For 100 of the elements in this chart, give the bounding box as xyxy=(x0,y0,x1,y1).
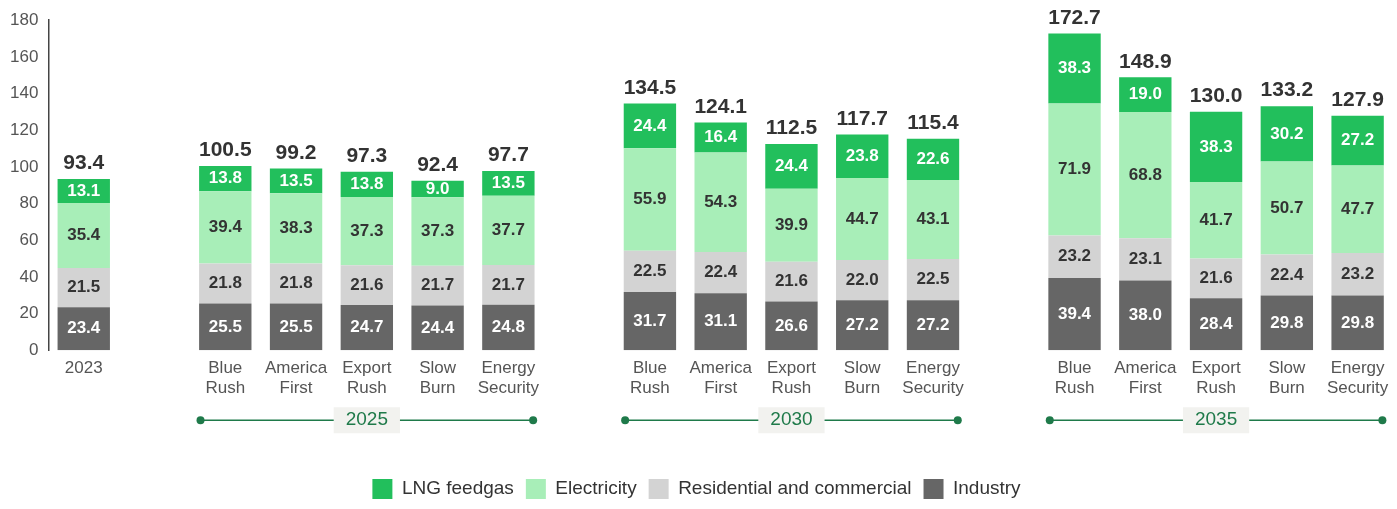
y-tick-label: 20 xyxy=(19,303,39,323)
y-tick-label: 160 xyxy=(9,46,39,66)
bar xyxy=(1048,235,1101,278)
data-label: 38.3 xyxy=(1057,58,1092,78)
text: 2035 xyxy=(1194,408,1238,430)
data-label: 29.8 xyxy=(1341,312,1375,332)
data-label: 37.3 xyxy=(421,221,455,241)
data-label: 38.0 xyxy=(1128,305,1162,325)
data-label: 24.8 xyxy=(491,317,525,337)
bar xyxy=(199,191,252,264)
bar xyxy=(340,196,394,266)
bar xyxy=(482,264,535,305)
data-label: 22.0 xyxy=(845,269,879,289)
bar xyxy=(1189,182,1243,259)
data-label: 68.8 xyxy=(1128,164,1162,184)
data-label: 16.4 xyxy=(704,127,738,147)
data-label: 27.2 xyxy=(845,314,879,334)
data-label: 37.7 xyxy=(491,220,525,240)
data-label: 25.5 xyxy=(279,316,313,336)
data-label: 29.8 xyxy=(1270,312,1304,332)
legend-label: Industry xyxy=(953,477,1022,499)
bar xyxy=(1119,280,1172,351)
data-label: 21.8 xyxy=(208,273,242,293)
data-label: 13.8 xyxy=(350,173,384,193)
bar xyxy=(340,304,394,351)
legend-label: Electricity xyxy=(555,477,638,499)
data-label: 39.4 xyxy=(208,217,243,237)
data-label: 9.0 xyxy=(425,178,450,198)
x-tick-label: Export Rush xyxy=(1191,358,1241,398)
total-label: 134.5 xyxy=(623,74,677,98)
x-tick-label: Energy Security xyxy=(1326,358,1389,398)
y-tick-label: 100 xyxy=(9,156,39,176)
x-tick-label: America First xyxy=(689,358,753,398)
bar xyxy=(1331,115,1384,166)
total-label: 99.2 xyxy=(275,139,317,163)
data-label: 54.3 xyxy=(704,192,738,212)
bar xyxy=(765,301,818,351)
x-tick-label: Slow Burn xyxy=(843,358,882,398)
bar xyxy=(1331,253,1384,296)
bar xyxy=(199,303,252,351)
text: 2025 xyxy=(345,408,388,430)
x-tick-label: Slow Burn xyxy=(419,358,457,398)
bar xyxy=(1189,111,1243,183)
x-tick-label: Energy Security xyxy=(902,358,965,398)
data-label: 13.8 xyxy=(208,168,242,188)
data-label: 21.5 xyxy=(67,277,101,297)
bar xyxy=(765,143,818,189)
total-label: 100.5 xyxy=(199,137,252,161)
data-label: 47.7 xyxy=(1341,199,1375,218)
data-label: 71.9 xyxy=(1057,159,1092,179)
bar xyxy=(1119,238,1172,281)
y-tick-label: 0 xyxy=(28,339,39,359)
data-label: 24.7 xyxy=(350,317,384,337)
bar xyxy=(623,292,677,351)
x-tick-label: Energy Security xyxy=(477,358,540,398)
data-label: 50.7 xyxy=(1270,197,1304,217)
total-label: 148.9 xyxy=(1119,48,1172,72)
bar xyxy=(269,303,323,351)
data-label: 23.2 xyxy=(1057,246,1092,266)
total-label: 133.2 xyxy=(1260,77,1314,101)
total-label: 117.7 xyxy=(836,105,888,129)
bar xyxy=(1260,106,1314,162)
bar xyxy=(1260,161,1314,255)
total-label: 97.3 xyxy=(346,142,388,166)
data-label: 21.6 xyxy=(350,274,384,294)
data-label: 22.6 xyxy=(916,149,950,169)
y-tick-label: 60 xyxy=(19,229,39,249)
data-label: 38.3 xyxy=(279,218,313,238)
data-label: 24.4 xyxy=(633,115,667,135)
x-tick-label: Blue Rush xyxy=(630,358,670,398)
data-label: 21.8 xyxy=(279,273,313,293)
data-label: 30.2 xyxy=(1270,123,1304,143)
bar xyxy=(1119,112,1172,239)
bar xyxy=(411,305,464,351)
data-label: 44.7 xyxy=(845,208,879,228)
data-label: 24.4 xyxy=(774,156,809,175)
text: 2030 xyxy=(770,408,813,430)
bar xyxy=(836,300,889,351)
data-label: 28.4 xyxy=(1199,313,1234,333)
data-label: 38.3 xyxy=(1199,136,1233,156)
data-label: 23.1 xyxy=(1128,249,1162,269)
y-tick-label: 40 xyxy=(19,266,39,286)
data-label: 22.5 xyxy=(916,269,950,289)
bar xyxy=(411,197,464,266)
data-label: 31.1 xyxy=(704,311,738,331)
data-label: 21.7 xyxy=(421,275,455,295)
total-label: 112.5 xyxy=(765,115,818,139)
bar xyxy=(1048,277,1101,351)
data-label: 55.9 xyxy=(633,189,667,209)
data-label: 21.6 xyxy=(1199,268,1233,288)
data-label: 35.4 xyxy=(67,225,101,245)
bar xyxy=(1048,103,1101,236)
data-label: 43.1 xyxy=(916,209,950,229)
bar xyxy=(836,178,889,260)
y-tick-label: 180 xyxy=(9,9,39,29)
y-tick-label: 80 xyxy=(19,193,39,213)
bar xyxy=(906,300,960,351)
data-label: 23.8 xyxy=(845,145,879,165)
bar xyxy=(482,195,535,265)
bar xyxy=(1189,298,1243,351)
